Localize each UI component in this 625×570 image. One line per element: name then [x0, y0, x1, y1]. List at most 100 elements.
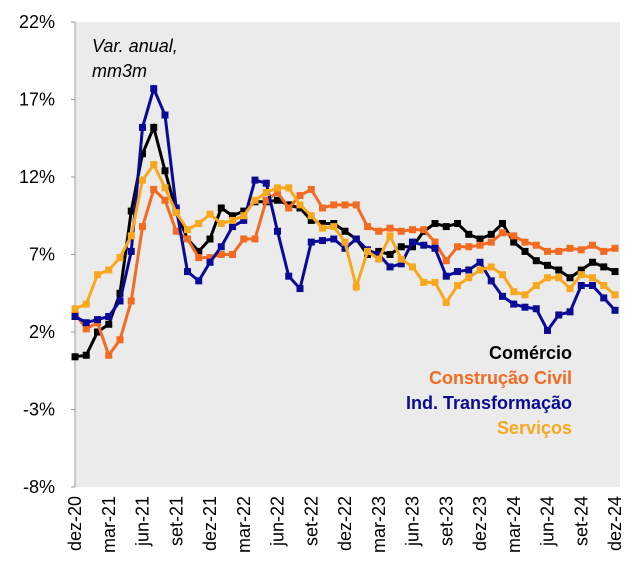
- point: [577, 282, 585, 289]
- x-tick-label: dez-23: [470, 496, 490, 551]
- point: [566, 285, 574, 293]
- point: [555, 266, 563, 274]
- x-tick-label: dez-24: [605, 496, 625, 551]
- point: [139, 150, 146, 158]
- point: [555, 247, 563, 255]
- point: [229, 216, 236, 224]
- point: [307, 216, 315, 224]
- point: [195, 277, 203, 285]
- point: [341, 238, 349, 246]
- point: [206, 254, 214, 262]
- point: [476, 235, 484, 243]
- point: [589, 258, 596, 266]
- x-tick-label: jun-24: [538, 496, 558, 547]
- point: [386, 263, 394, 271]
- point: [409, 243, 416, 251]
- point: [352, 283, 360, 291]
- point: [71, 305, 79, 313]
- point: [397, 255, 405, 263]
- point: [285, 204, 293, 212]
- point: [319, 220, 326, 227]
- x-tick-label: jun-21: [133, 496, 153, 547]
- point: [409, 238, 416, 246]
- point: [319, 224, 326, 232]
- point: [251, 196, 259, 204]
- point: [195, 220, 203, 227]
- y-tick-label: -3%: [23, 400, 55, 420]
- point: [454, 243, 461, 251]
- point: [139, 123, 146, 131]
- point: [240, 212, 248, 220]
- point: [431, 238, 439, 246]
- point: [251, 176, 259, 184]
- point: [217, 251, 225, 258]
- point: [240, 235, 248, 243]
- point: [116, 297, 124, 305]
- point: [521, 238, 529, 246]
- point: [589, 274, 596, 282]
- point: [127, 247, 135, 255]
- point: [274, 189, 281, 196]
- point: [465, 266, 473, 274]
- point: [82, 351, 90, 359]
- point: [352, 201, 360, 209]
- point: [364, 223, 371, 231]
- point: [499, 229, 506, 237]
- point: [105, 351, 113, 359]
- point: [105, 313, 113, 320]
- point: [307, 238, 315, 246]
- point: [161, 184, 169, 192]
- point: [217, 243, 225, 251]
- point: [195, 254, 203, 262]
- point: [510, 300, 518, 308]
- point: [611, 291, 619, 299]
- point: [330, 201, 338, 209]
- x-tick-label: mar-23: [369, 496, 389, 553]
- x-tick-label: jun-23: [403, 496, 423, 547]
- point: [105, 266, 113, 274]
- point: [184, 226, 191, 234]
- point: [330, 223, 338, 231]
- point: [544, 274, 551, 282]
- x-tick-label: dez-21: [200, 496, 220, 551]
- point: [454, 268, 461, 276]
- x-tick-label: jun-22: [268, 496, 288, 547]
- point: [352, 235, 360, 243]
- point: [229, 223, 236, 231]
- point: [94, 316, 101, 324]
- point: [307, 212, 315, 220]
- point: [195, 247, 203, 255]
- point: [296, 201, 304, 209]
- point: [566, 308, 574, 316]
- point: [82, 300, 90, 308]
- point: [116, 336, 124, 344]
- point: [262, 189, 270, 196]
- point: [296, 285, 304, 293]
- point: [476, 258, 484, 266]
- point: [94, 271, 101, 279]
- point: [555, 311, 563, 319]
- point: [116, 254, 124, 262]
- point: [499, 271, 506, 279]
- point: [521, 303, 529, 311]
- point: [577, 271, 585, 279]
- point: [341, 201, 349, 209]
- point: [420, 241, 428, 249]
- point: [94, 328, 101, 336]
- point: [127, 207, 135, 215]
- point: [577, 246, 585, 254]
- x-tick-label: dez-20: [65, 496, 85, 551]
- point: [285, 272, 293, 280]
- point: [217, 220, 225, 227]
- point: [589, 282, 596, 289]
- x-tick-label: set-22: [301, 496, 321, 546]
- point: [150, 161, 158, 169]
- y-tick-label: 22%: [19, 12, 55, 32]
- x-tick-label: set-23: [436, 496, 456, 546]
- point: [127, 297, 135, 305]
- y-tick-label: 17%: [19, 90, 55, 110]
- point: [442, 299, 450, 307]
- point: [116, 289, 124, 297]
- point: [127, 232, 135, 240]
